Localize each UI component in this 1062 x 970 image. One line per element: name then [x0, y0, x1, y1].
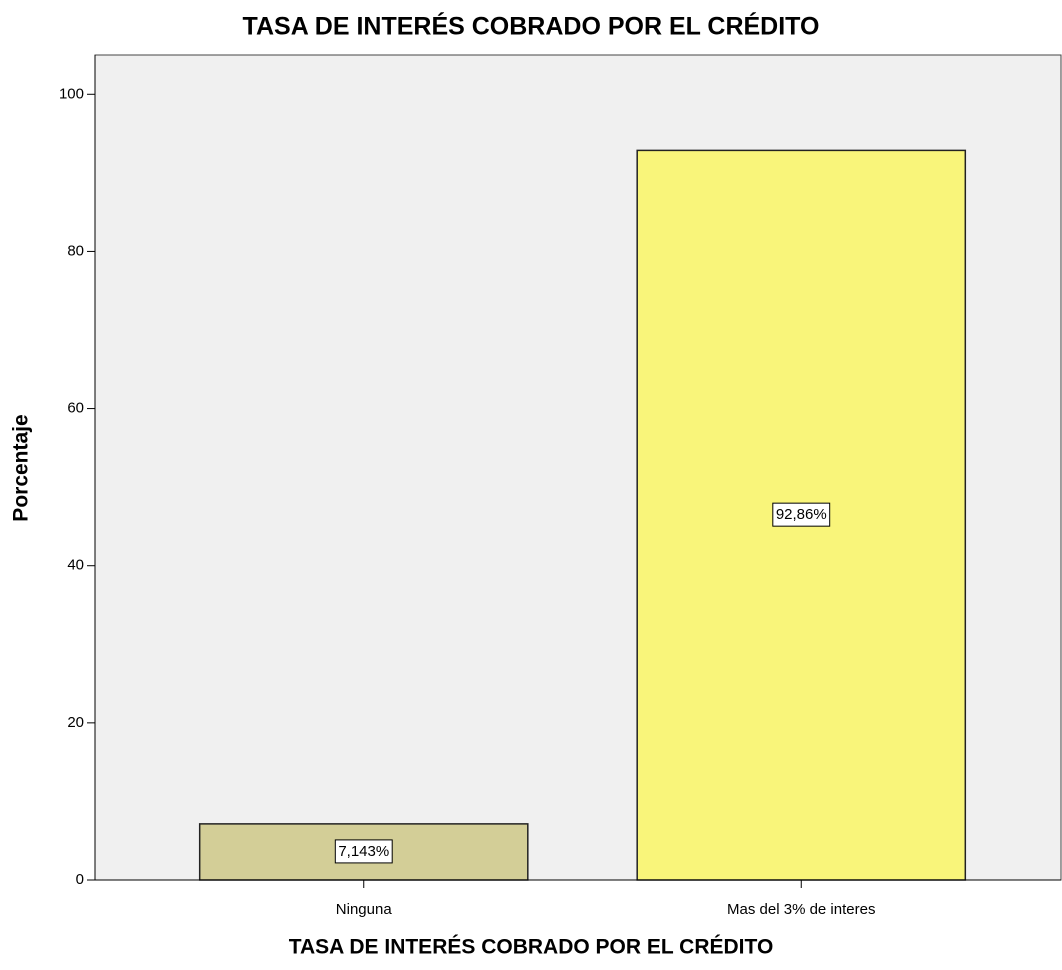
- y-axis-title: Porcentaje: [10, 414, 33, 521]
- y-tick-label: 60: [67, 400, 84, 417]
- y-tick-label: 20: [67, 714, 84, 731]
- x-axis-title: TASA DE INTERÉS COBRADO POR EL CRÉDITO: [289, 936, 774, 959]
- value-label: 92,86%: [776, 506, 827, 523]
- x-tick-label: Mas del 3% de interes: [727, 901, 875, 918]
- y-tick-label: 100: [59, 85, 84, 102]
- y-tick-label: 0: [76, 871, 84, 888]
- value-label: 7,143%: [338, 843, 389, 860]
- y-tick-label: 80: [67, 242, 84, 259]
- value-label-box: [772, 502, 831, 527]
- x-tick-label: Ninguna: [336, 901, 393, 918]
- value-label-box: [334, 839, 393, 864]
- chart-title: TASA DE INTERÉS COBRADO POR EL CRÉDITO: [243, 12, 820, 41]
- y-tick-label: 40: [67, 557, 84, 574]
